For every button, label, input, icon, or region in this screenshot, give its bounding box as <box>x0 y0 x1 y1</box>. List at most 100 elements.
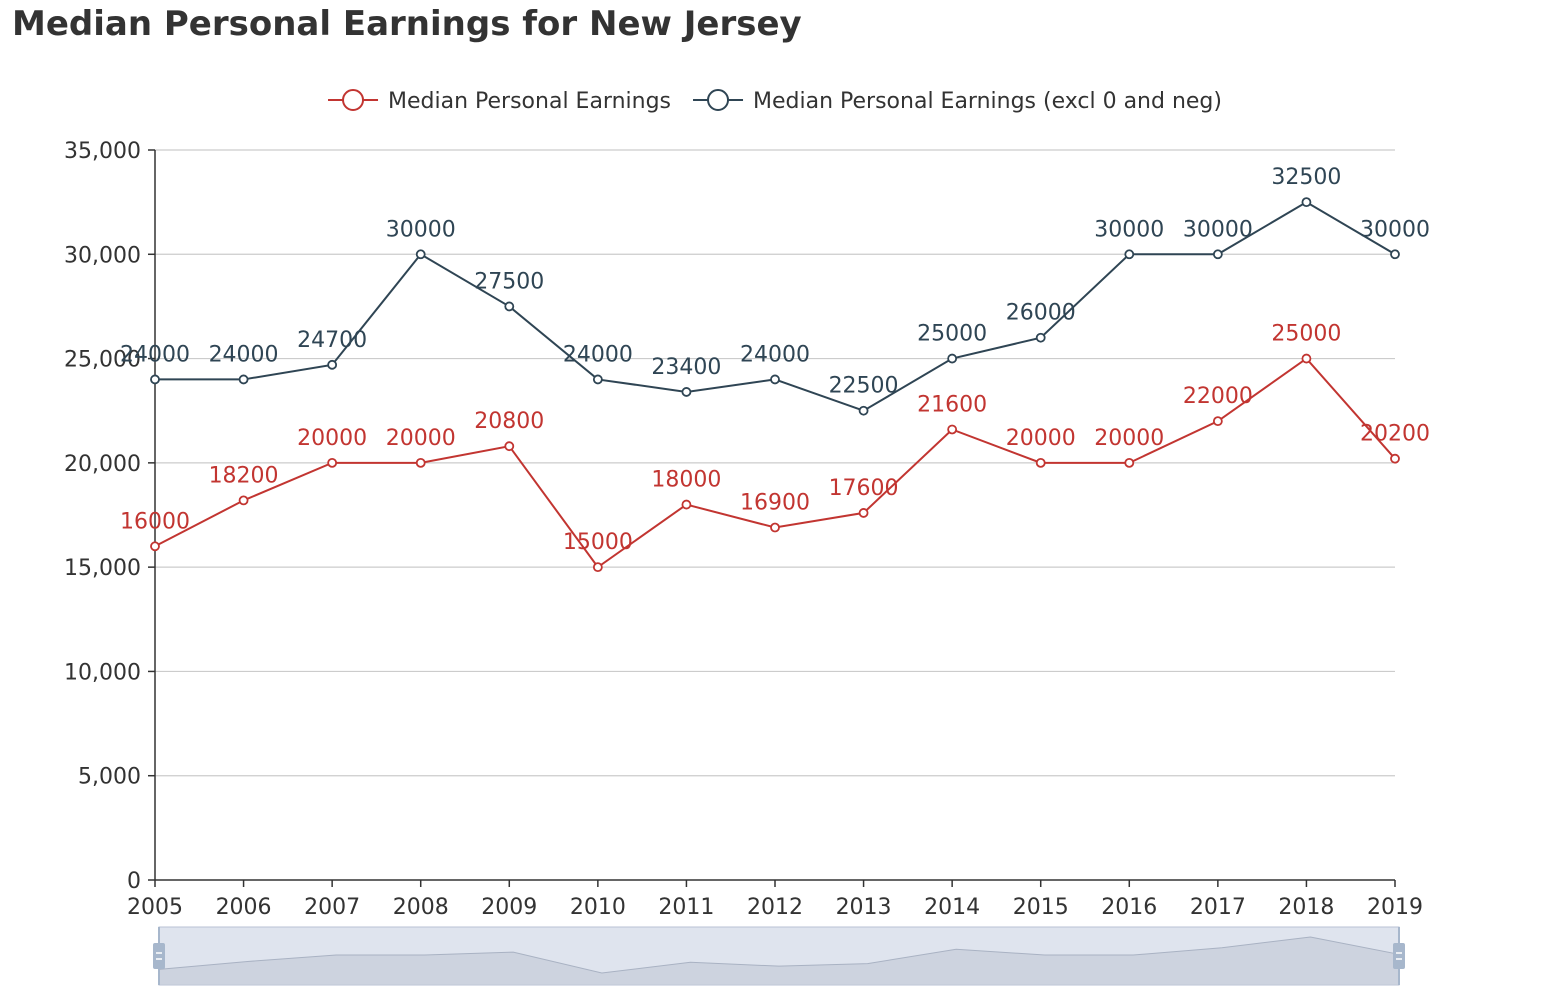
data-point[interactable] <box>1124 249 1135 260</box>
data-point[interactable] <box>681 499 692 510</box>
data-label: 25000 <box>917 322 987 347</box>
y-tick-label: 35,000 <box>64 139 141 164</box>
data-label: 23400 <box>651 355 721 380</box>
data-point[interactable] <box>238 495 249 506</box>
data-label: 30000 <box>386 217 456 242</box>
x-tick-label: 2013 <box>836 895 892 920</box>
y-tick-label: 5,000 <box>78 765 141 790</box>
x-tick-label: 2009 <box>481 895 537 920</box>
data-point[interactable] <box>1124 457 1135 468</box>
chart-title: Median Personal Earnings for New Jersey <box>12 4 802 44</box>
data-label: 22500 <box>829 374 899 399</box>
grip-icon <box>153 943 165 969</box>
x-tick-label: 2019 <box>1367 895 1423 920</box>
x-tick-label: 2014 <box>924 895 980 920</box>
data-point[interactable] <box>947 424 958 435</box>
data-label: 20200 <box>1360 422 1430 447</box>
x-tick-label: 2008 <box>393 895 449 920</box>
data-point[interactable] <box>770 374 780 385</box>
series-layer <box>150 197 1400 573</box>
data-label: 17600 <box>829 476 899 501</box>
y-tick-label: 20,000 <box>64 452 141 477</box>
x-tick-label: 2006 <box>216 895 272 920</box>
grip-icon <box>1393 943 1405 969</box>
x-tick-label: 2016 <box>1101 895 1157 920</box>
data-label: 32500 <box>1271 165 1341 190</box>
data-point[interactable] <box>1035 457 1046 468</box>
data-point[interactable] <box>238 374 249 385</box>
data-point[interactable] <box>1035 332 1046 343</box>
data-label: 18000 <box>651 468 721 493</box>
data-label: 20000 <box>297 426 367 451</box>
legend-circle-icon <box>707 89 730 111</box>
data-point[interactable] <box>150 541 160 552</box>
x-tick-label: 2007 <box>304 895 360 920</box>
data-point[interactable] <box>858 405 869 416</box>
data-label: 20800 <box>474 409 544 434</box>
data-point[interactable] <box>504 301 515 312</box>
data-label: 21600 <box>917 392 987 417</box>
data-label: 20000 <box>1094 426 1164 451</box>
x-tick-label: 2010 <box>570 895 626 920</box>
zoom-preview-line <box>158 936 1400 974</box>
legend[interactable]: Median Personal Earnings Median Personal … <box>328 89 1222 114</box>
data-label: 24000 <box>563 342 633 367</box>
zoom-handle-left[interactable] <box>153 927 165 985</box>
x-tick-label: 2018 <box>1278 895 1334 920</box>
x-tick-label: 2015 <box>1013 895 1069 920</box>
data-point[interactable] <box>1212 249 1223 260</box>
data-label: 20000 <box>386 426 456 451</box>
data-label: 30000 <box>1360 217 1430 242</box>
data-point[interactable] <box>504 441 515 452</box>
data-label: 24700 <box>297 328 367 353</box>
data-label: 16900 <box>740 491 810 516</box>
data-point[interactable] <box>327 359 338 370</box>
x-tick-label: 2011 <box>658 895 714 920</box>
legend-item-1[interactable]: Median Personal Earnings <box>328 89 671 114</box>
legend-item-2[interactable]: Median Personal Earnings (excl 0 and neg… <box>693 89 1222 114</box>
data-point[interactable] <box>415 457 426 468</box>
data-point[interactable] <box>1301 353 1312 364</box>
data-point[interactable] <box>681 387 692 397</box>
data-label: 18200 <box>209 463 279 488</box>
data-label: 24000 <box>120 342 190 367</box>
legend-label: Median Personal Earnings (excl 0 and neg… <box>753 89 1222 114</box>
data-label: 24000 <box>740 342 810 367</box>
data-label: 16000 <box>120 509 190 534</box>
data-point[interactable] <box>947 353 958 364</box>
data-labels: 16000 18200 20000 20000 20800 15000 18000 16900… <box>120 165 1430 555</box>
data-label: 27500 <box>474 269 544 294</box>
data-point[interactable] <box>858 508 869 518</box>
y-tick-label: 0 <box>127 869 141 894</box>
data-label: 22000 <box>1183 384 1253 409</box>
data-point[interactable] <box>1390 249 1400 260</box>
data-label: 24000 <box>209 342 279 367</box>
grid-lines <box>155 149 1395 777</box>
data-label: 25000 <box>1271 322 1341 347</box>
data-point[interactable] <box>770 522 780 533</box>
data-point[interactable] <box>1212 416 1223 427</box>
data-label: 15000 <box>563 530 633 555</box>
data-point[interactable] <box>327 457 338 468</box>
legend-label: Median Personal Earnings <box>388 89 671 114</box>
data-label: 20000 <box>1006 426 1076 451</box>
y-tick-label: 15,000 <box>64 556 141 581</box>
data-point[interactable] <box>1390 453 1400 464</box>
data-point[interactable] <box>592 374 603 385</box>
data-label: 30000 <box>1094 217 1164 242</box>
zoom-preview-area <box>159 937 1399 985</box>
data-point[interactable] <box>592 562 603 573</box>
data-point[interactable] <box>1301 197 1312 208</box>
data-point[interactable] <box>415 249 426 260</box>
data-point[interactable] <box>150 374 160 385</box>
data-zoom-slider[interactable] <box>153 926 1405 986</box>
y-tick-label: 10,000 <box>64 660 141 685</box>
zoom-handle-right[interactable] <box>1393 927 1405 985</box>
x-tick-label: 2017 <box>1190 895 1246 920</box>
y-tick-label: 30,000 <box>64 243 141 268</box>
data-label: 26000 <box>1006 301 1076 326</box>
legend-circle-icon <box>342 89 365 111</box>
x-tick-label: 2005 <box>127 895 183 920</box>
data-label: 30000 <box>1183 217 1253 242</box>
